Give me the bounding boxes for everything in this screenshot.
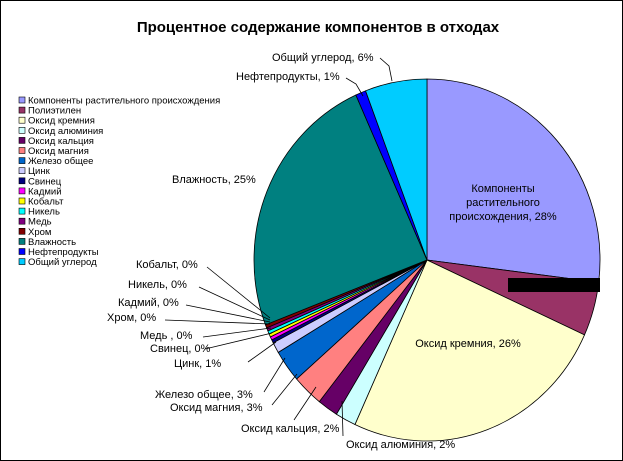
- slice-оксид-кремния: [354, 259, 586, 442]
- legend-label-оксид-алюминия: Оксид алюминия: [28, 126, 103, 137]
- legend-label-кадмий: Кадмий: [28, 186, 62, 197]
- legend-label-полиэтилен: Полиэтилен: [28, 106, 81, 117]
- legend-label-оксид-кремния: Оксид кремния: [28, 116, 95, 127]
- legend-label-железо-общее: Железо общее: [28, 156, 93, 167]
- data-label-полиэтилен: Полиэтилен, 5%: [512, 278, 596, 290]
- legend-label-свинец: Свинец: [28, 176, 62, 187]
- leader-кадмий: [185, 304, 271, 323]
- legend-label-общий-углерод: Общий углерод: [28, 257, 97, 268]
- data-label-оксид-магния: Оксид магния, 3%: [170, 402, 263, 414]
- leader-нефтепродукты: [345, 77, 364, 97]
- data-label-кадмий: Кадмий, 0%: [118, 297, 179, 309]
- slice-общий-углерод: [365, 78, 428, 261]
- legend-swatch-никель: [18, 207, 26, 215]
- legend-swatch-кобальт: [18, 197, 26, 205]
- legend-swatch-оксид-магния: [18, 147, 26, 154]
- slice-влажность: [253, 94, 428, 326]
- legend-swatch-железо-общее: [18, 157, 26, 164]
- data-label-оксид-кремния: Оксид кремния, 26%: [415, 338, 521, 350]
- leader-общий-углерод: [379, 57, 393, 82]
- leader-оксид-магния: [271, 373, 298, 406]
- data-label-никель: Никель, 0%: [128, 279, 187, 291]
- legend-swatch-цинк: [18, 167, 26, 174]
- data-label-цинк: Цинк, 1%: [174, 358, 221, 370]
- data-label-медь: Медь , 0%: [140, 330, 193, 342]
- leader-железо-общее: [263, 357, 286, 393]
- legend-swatch-компоненты-растительного-происхождения: [18, 96, 26, 104]
- leader-хром: [164, 319, 271, 325]
- chart-title: Процентное содержание компонентов в отхо…: [137, 19, 500, 36]
- legend-swatch-нефтепродукты: [18, 248, 26, 255]
- legend-label-нефтепродукты: Нефтепродукты: [28, 247, 99, 258]
- leader-lines: [164, 57, 393, 437]
- legend: Компоненты растительного происхожденияПо…: [18, 96, 220, 268]
- label-box-полиэтилен: [508, 278, 600, 292]
- data-label-общий-углерод: Общий углерод, 6%: [272, 52, 374, 64]
- legend-label-компоненты-растительного-происхождения: Компоненты растительного происхождения: [28, 96, 220, 107]
- leader-никель: [198, 286, 271, 321]
- data-label-кобальт: Кобальт, 0%: [136, 259, 198, 271]
- legend-swatch-оксид-кремния: [18, 116, 26, 124]
- legend-label-оксид-кальция: Оксид кальция: [28, 136, 94, 147]
- data-label-компоненты-растительного-происхождения: Компоненты растительного происхождения, 28…: [449, 183, 557, 223]
- leader-оксид-кальция: [293, 386, 317, 421]
- legend-swatch-свинец: [18, 177, 26, 185]
- data-label-свинец: Свинец, 0%: [150, 343, 211, 355]
- legend-label-хром: Хром: [28, 227, 51, 238]
- legend-label-кобальт: Кобальт: [28, 197, 64, 208]
- legend-swatch-кадмий: [18, 187, 26, 195]
- data-label-нефтепродукты: Нефтепродукты, 1%: [236, 71, 340, 83]
- legend-swatch-медь: [18, 217, 26, 225]
- legend-swatch-общий-углерод: [18, 258, 26, 265]
- legend-label-оксид-магния: Оксид магния: [28, 146, 89, 157]
- leader-оксид-алюминия: [341, 400, 344, 437]
- legend-label-медь: Медь: [28, 217, 52, 228]
- data-label-железо-общее: Железо общее, 3%: [155, 389, 253, 401]
- legend-swatch-оксид-кальция: [18, 137, 26, 144]
- leader-цинк: [247, 341, 277, 363]
- legend-swatch-хром: [18, 228, 26, 235]
- data-label-влажность: Влажность, 25%: [172, 174, 256, 186]
- leader-кобальт: [206, 266, 271, 319]
- pie-slices: [253, 78, 601, 442]
- legend-swatch-влажность: [18, 238, 26, 245]
- legend-label-влажность: Влажность: [28, 237, 76, 248]
- data-label-оксид-алюминия: Оксид алюминия, 2%: [346, 439, 455, 451]
- legend-label-никель: Никель: [28, 207, 60, 218]
- data-label-хром: Хром, 0%: [107, 312, 156, 324]
- slice-компоненты-растительного-происхождения: [426, 78, 601, 283]
- leader-свинец: [204, 332, 273, 350]
- leader-медь: [202, 327, 272, 338]
- legend-swatch-полиэтилен: [18, 106, 26, 114]
- data-label-оксид-кальция: Оксид кальция, 2%: [241, 423, 340, 435]
- legend-swatch-оксид-алюминия: [18, 127, 26, 134]
- legend-label-цинк: Цинк: [28, 166, 51, 177]
- data-labels: Компоненты растительного происхождения, 28…: [107, 52, 600, 451]
